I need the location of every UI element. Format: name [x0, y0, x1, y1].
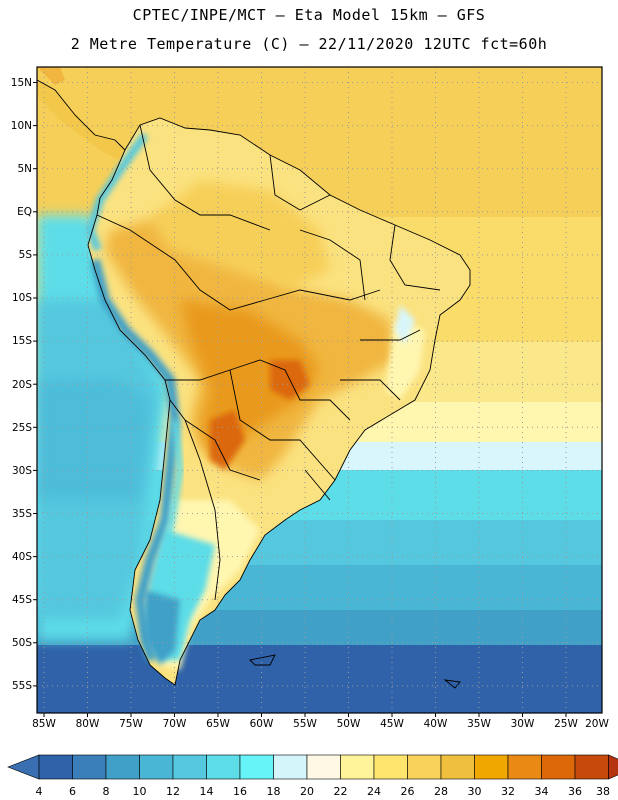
colorbar-tick-label: 28: [434, 785, 448, 798]
colorbar-tick-label: 8: [103, 785, 110, 798]
colorbar-swatch: [507, 754, 542, 780]
temperature-field: [37, 67, 602, 713]
colorbar-swatch: [474, 754, 509, 780]
lon-label: 65W: [206, 718, 230, 730]
colorbar-tick-label: 22: [334, 785, 348, 798]
colorbar-swatch: [172, 754, 207, 780]
colorbar: [7, 754, 618, 780]
lat-label: 50S: [12, 637, 32, 649]
colorbar-swatch: [273, 754, 308, 780]
colorbar-swatch: [139, 754, 174, 780]
colorbar-tick-label: 6: [69, 785, 76, 798]
colorbar-swatch: [239, 754, 274, 780]
map-subtitle: 2 Metre Temperature (C) – 22/11/2020 12U…: [70, 35, 548, 53]
lon-label: 20W: [585, 718, 609, 730]
lon-label: 45W: [380, 718, 404, 730]
colorbar-swatch: [541, 754, 576, 780]
lat-label: 55S: [12, 680, 32, 692]
lon-label: 75W: [119, 718, 143, 730]
colorbar-swatch: [440, 754, 475, 780]
lon-label: 35W: [467, 718, 491, 730]
lon-label: 60W: [250, 718, 274, 730]
colorbar-tick-label: 32: [501, 785, 515, 798]
colorbar-labels: 4 6 8 10 12 14 16 18 20 22 24 26 28 30 3…: [36, 785, 611, 798]
lat-label: 35S: [12, 508, 32, 520]
colorbar-tick-label: 24: [367, 785, 381, 798]
map-title: CPTEC/INPE/MCT – Eta Model 15km – GFS: [132, 6, 486, 24]
lat-label: 10S: [12, 292, 32, 304]
colorbar-tick-label: 38: [596, 785, 610, 798]
country-borders: [37, 79, 471, 689]
colorbar-swatch: [574, 754, 609, 780]
lat-label: EQ: [17, 206, 32, 218]
lon-label: 25W: [554, 718, 578, 730]
lon-label: 55W: [293, 718, 317, 730]
colorbar-tick-label: 12: [166, 785, 180, 798]
lon-label: 70W: [163, 718, 187, 730]
colorbar-swatch: [306, 754, 341, 780]
lat-label: 40S: [12, 551, 32, 563]
colorbar-over-arrow: [608, 754, 618, 780]
colorbar-tick-label: 20: [300, 785, 314, 798]
lat-label: 25S: [12, 422, 32, 434]
lat-label: 20S: [12, 379, 32, 391]
lat-label: 15N: [11, 77, 32, 89]
colorbar-swatch: [340, 754, 375, 780]
lon-label: 50W: [337, 718, 361, 730]
lon-ticks: [43, 713, 567, 717]
latitude-labels: 15N 10N 5N EQ 5S 10S 15S 20S 25S 30S 35S…: [11, 77, 33, 692]
lat-label: 45S: [12, 594, 32, 606]
colorbar-under-arrow: [7, 754, 40, 780]
lat-label: 5S: [19, 249, 33, 261]
colorbar-tick-label: 36: [568, 785, 582, 798]
colorbar-swatch: [38, 754, 73, 780]
colorbar-tick-label: 18: [267, 785, 281, 798]
lon-label: 40W: [424, 718, 448, 730]
lat-label: 5N: [17, 163, 32, 175]
colorbar-tick-label: 10: [133, 785, 147, 798]
colorbar-tick-label: 34: [535, 785, 549, 798]
colorbar-tick-label: 26: [401, 785, 415, 798]
lat-ticks: [33, 82, 37, 687]
lat-label: 10N: [11, 120, 32, 132]
lat-label: 15S: [12, 335, 32, 347]
colorbar-tick-label: 14: [200, 785, 214, 798]
colorbar-swatch: [72, 754, 107, 780]
colorbar-swatch: [373, 754, 408, 780]
colorbar-tick-label: 4: [36, 785, 43, 798]
colorbar-swatch: [105, 754, 140, 780]
lon-label: 30W: [511, 718, 535, 730]
lat-label: 30S: [12, 465, 32, 477]
longitude-labels: 85W 80W 75W 70W 65W 60W 55W 50W 45W 40W …: [32, 718, 609, 730]
colorbar-tick-label: 16: [233, 785, 247, 798]
lon-label: 85W: [32, 718, 56, 730]
colorbar-tick-label: 30: [468, 785, 482, 798]
lat-lon-grid: [37, 67, 602, 713]
colorbar-swatch: [206, 754, 241, 780]
map-frame: [36, 66, 603, 714]
colorbar-swatch: [407, 754, 442, 780]
lon-label: 80W: [76, 718, 100, 730]
